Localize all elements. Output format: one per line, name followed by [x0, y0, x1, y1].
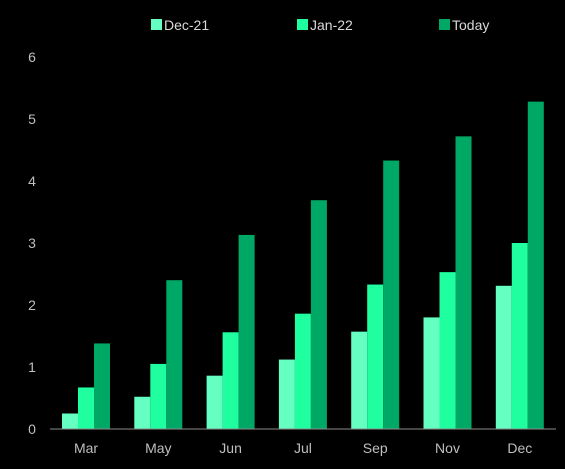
- legend: Dec-21 Jan-22 Today: [151, 17, 489, 33]
- bar-dec-21-jun: [206, 375, 223, 429]
- x-tick-label-nov: Nov: [435, 440, 460, 456]
- bar-jan-22-dec: [511, 243, 528, 429]
- bar-jan-22-jun: [222, 332, 239, 429]
- legend-label-dec-21: Dec-21: [164, 17, 209, 33]
- y-tick-label-5: 5: [28, 111, 36, 127]
- x-tick-label-dec: Dec: [507, 440, 532, 456]
- x-tick-label-may: May: [145, 440, 171, 456]
- bar-today-dec: [527, 101, 544, 429]
- x-tick-label-jun: Jun: [219, 440, 242, 456]
- bar-jan-22-sep: [367, 284, 384, 429]
- legend-swatch-today: [439, 19, 450, 30]
- bar-dec-21-dec: [495, 285, 512, 429]
- bar-jan-22-jul: [294, 313, 311, 429]
- bar-dec-21-may: [134, 396, 151, 429]
- bar-dec-21-mar: [62, 413, 78, 429]
- y-axis: 0 1 2 3 4 5 6: [28, 49, 36, 437]
- bar-dec-21-sep: [351, 331, 368, 429]
- y-tick-label-0: 0: [28, 421, 36, 437]
- bar-dec-21-nov: [423, 317, 440, 429]
- bar-today-nov: [455, 136, 472, 430]
- y-tick-label-6: 6: [28, 49, 36, 65]
- bar-jan-22-may: [150, 363, 167, 429]
- bar-today-jun: [238, 234, 255, 429]
- bar-dec-21-jul: [278, 359, 295, 429]
- x-tick-label-mar: Mar: [74, 440, 98, 456]
- bar-today-mar: [94, 343, 110, 429]
- bars: [62, 101, 544, 430]
- bar-today-sep: [383, 160, 400, 430]
- x-tick-label-jul: Jul: [294, 440, 312, 456]
- y-tick-label-1: 1: [28, 359, 36, 375]
- x-tick-label-sep: Sep: [363, 440, 388, 456]
- bar-jan-22-nov: [439, 272, 456, 429]
- x-axis: Mar May Jun Jul Sep Nov Dec: [74, 440, 532, 456]
- legend-label-jan-22: Jan-22: [310, 17, 353, 33]
- y-tick-label-4: 4: [28, 173, 36, 189]
- y-tick-label-2: 2: [28, 297, 36, 313]
- bar-today-may: [166, 280, 183, 429]
- bar-jan-22-mar: [78, 387, 94, 429]
- legend-swatch-dec-21: [151, 19, 162, 30]
- bar-today-jul: [310, 200, 327, 429]
- legend-label-today: Today: [452, 17, 489, 33]
- legend-swatch-jan-22: [297, 19, 308, 30]
- y-tick-label-3: 3: [28, 235, 36, 251]
